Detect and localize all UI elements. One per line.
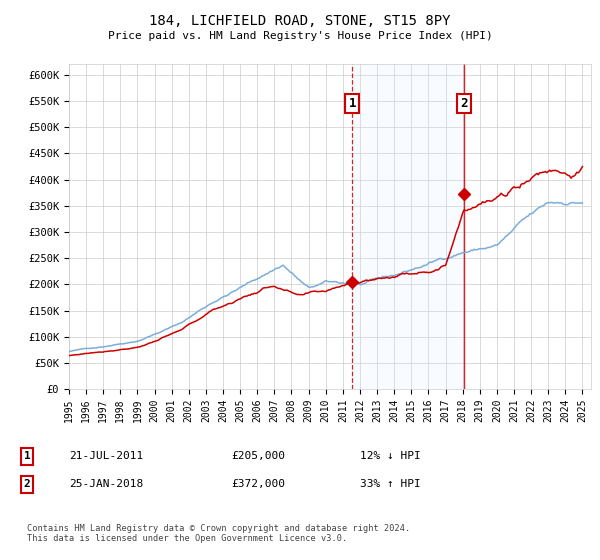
- Bar: [352, 64, 464, 389]
- Text: 2: 2: [23, 479, 31, 489]
- Text: 2: 2: [460, 97, 467, 110]
- Text: £205,000: £205,000: [231, 451, 285, 461]
- Text: Price paid vs. HM Land Registry's House Price Index (HPI): Price paid vs. HM Land Registry's House …: [107, 31, 493, 41]
- Text: 33% ↑ HPI: 33% ↑ HPI: [360, 479, 421, 489]
- Text: Contains HM Land Registry data © Crown copyright and database right 2024.
This d: Contains HM Land Registry data © Crown c…: [27, 524, 410, 543]
- Text: 21-JUL-2011: 21-JUL-2011: [69, 451, 143, 461]
- Text: 1: 1: [349, 97, 356, 110]
- Text: 184, LICHFIELD ROAD, STONE, ST15 8PY: 184, LICHFIELD ROAD, STONE, ST15 8PY: [149, 14, 451, 28]
- Text: 1: 1: [23, 451, 31, 461]
- Text: £372,000: £372,000: [231, 479, 285, 489]
- Text: 25-JAN-2018: 25-JAN-2018: [69, 479, 143, 489]
- Text: 12% ↓ HPI: 12% ↓ HPI: [360, 451, 421, 461]
